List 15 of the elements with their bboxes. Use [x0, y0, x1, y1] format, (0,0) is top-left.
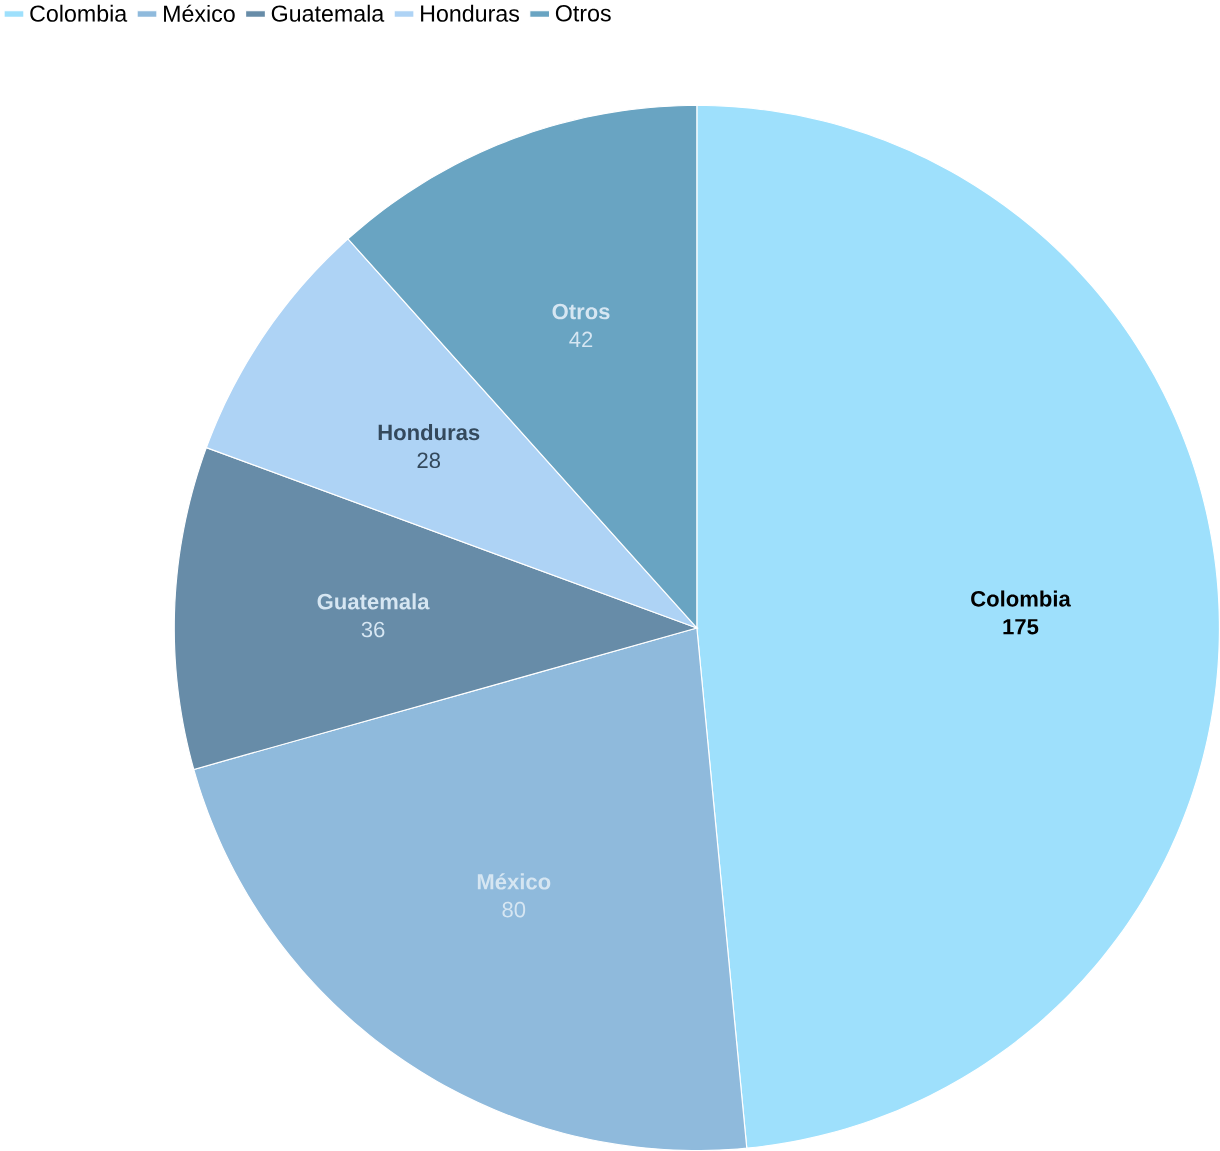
slice-label: Colombia — [971, 590, 1071, 607]
slice-label: Otros — [552, 303, 610, 320]
legend-label: Honduras — [421, 4, 520, 22]
legend-label: Colombia — [30, 4, 128, 22]
data-label: 28 — [417, 452, 441, 469]
data-label: 80 — [502, 901, 526, 918]
legend-label: Otros — [555, 5, 611, 22]
slice-label: Honduras — [378, 423, 480, 441]
data-label: 36 — [361, 621, 385, 638]
data-label: 42 — [569, 331, 593, 347]
slice-label: México — [477, 873, 551, 890]
legend-label: Guatemala — [271, 4, 385, 22]
slice-label: Guatemala — [317, 593, 430, 610]
data-label: 175 — [1003, 619, 1039, 635]
legend-label: México — [164, 4, 235, 22]
